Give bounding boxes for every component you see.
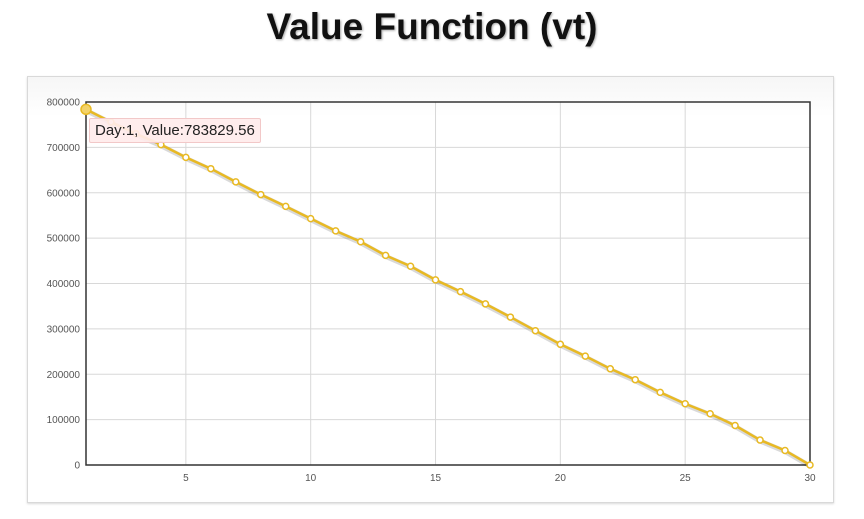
series-line	[85, 108, 811, 467]
y-tick-label: 0	[74, 461, 80, 472]
x-tick-label: 10	[305, 473, 317, 484]
y-tick-label: 400000	[47, 279, 81, 290]
x-axis-ticks: 5 10 15 20 25 30	[183, 473, 816, 484]
y-axis-ticks: 0 100000 200000 300000 400000 500000 600000 700…	[47, 98, 81, 472]
data-point[interactable]	[281, 202, 290, 211]
data-point[interactable]	[406, 262, 415, 271]
data-point[interactable]	[681, 399, 689, 408]
data-point[interactable]	[481, 300, 490, 308]
hover-tooltip: Day:1, Value:783829.56	[89, 118, 261, 143]
y-tick-label: 700000	[47, 143, 81, 154]
plot-area	[85, 101, 811, 466]
data-point[interactable]	[431, 276, 440, 284]
data-point[interactable]	[381, 251, 390, 260]
chart-title: Value Function (vt)	[266, 6, 598, 47]
data-point[interactable]	[257, 190, 265, 199]
data-point[interactable]	[656, 388, 664, 397]
data-point[interactable]	[631, 375, 639, 384]
y-tick-label: 500000	[47, 234, 81, 245]
data-point[interactable]	[80, 103, 92, 116]
y-tick-label: 200000	[47, 370, 81, 381]
data-point[interactable]	[606, 365, 615, 373]
data-point[interactable]	[806, 461, 814, 469]
x-tick-label: 30	[804, 473, 816, 484]
data-point[interactable]	[706, 409, 714, 418]
data-point[interactable]	[331, 227, 340, 235]
x-tick-label: 20	[555, 473, 567, 484]
y-tick-label: 100000	[47, 415, 81, 426]
data-point[interactable]	[232, 178, 240, 186]
x-tick-label: 15	[430, 473, 442, 484]
x-tick-label: 25	[680, 473, 692, 484]
data-point[interactable]	[356, 238, 365, 246]
data-point[interactable]	[531, 326, 540, 335]
data-point[interactable]	[581, 352, 590, 360]
data-point[interactable]	[756, 436, 764, 444]
x-tick-label: 5	[183, 473, 189, 484]
data-point[interactable]	[306, 214, 315, 223]
y-tick-label: 600000	[47, 188, 81, 199]
y-tick-label: 800000	[47, 98, 81, 109]
y-tick-label: 300000	[47, 324, 81, 335]
data-point[interactable]	[781, 446, 789, 455]
data-point[interactable]	[207, 164, 215, 173]
data-point[interactable]	[556, 340, 565, 349]
data-point[interactable]	[456, 287, 465, 296]
data-point[interactable]	[731, 421, 739, 430]
series-line-shadow	[84, 108, 812, 469]
data-point[interactable]	[182, 153, 190, 162]
series-layer[interactable]	[80, 103, 814, 469]
data-point[interactable]	[506, 313, 515, 321]
